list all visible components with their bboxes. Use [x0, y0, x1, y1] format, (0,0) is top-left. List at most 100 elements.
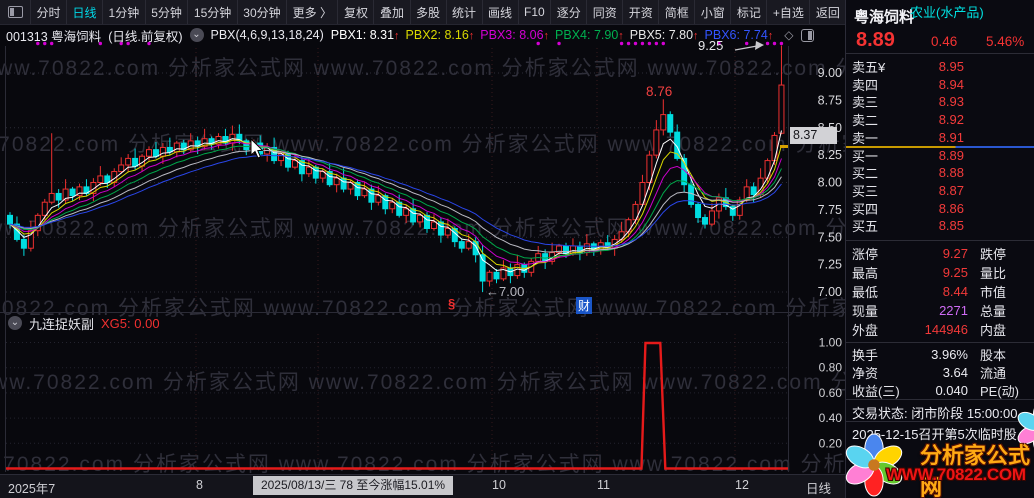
info-label: 现量 — [852, 304, 879, 319]
x-axis-label: 12 — [735, 478, 749, 492]
menu-item-+自选[interactable]: +自选 — [767, 0, 811, 24]
chevron-down-icon[interactable]: ⌄ — [8, 316, 22, 330]
last-price: 8.89 — [856, 29, 895, 51]
menu-item-复权[interactable]: 复权 — [338, 0, 375, 24]
window-layout-icon[interactable] — [0, 0, 31, 24]
info-value: 9.25 — [942, 265, 968, 280]
info-value: 144946 — [924, 322, 968, 337]
bid-row[interactable]: 买二 8.88 — [852, 164, 964, 181]
menu-item-5分钟[interactable]: 5分钟 — [146, 0, 189, 24]
menu-item-返回[interactable]: 返回 — [810, 0, 847, 24]
svg-text:8.75: 8.75 — [818, 93, 842, 107]
menu-item-30分钟[interactable]: 30分钟 — [238, 0, 288, 24]
info-label2: 流通 — [980, 366, 1007, 381]
book-price: 8.93 — [938, 94, 964, 110]
ask-row[interactable]: 卖二 8.92 — [852, 111, 964, 128]
ask-row[interactable]: 卖三 8.93 — [852, 93, 964, 110]
menu-item-1分钟[interactable]: 1分钟 — [103, 0, 146, 24]
ask-row[interactable]: 卖五¥ 8.95 — [852, 58, 964, 75]
x-axis-label: 10 — [492, 478, 506, 492]
stock-name[interactable]: 粤海饲料 — [854, 9, 915, 26]
ask-row[interactable]: 卖四 8.94 — [852, 76, 964, 93]
pbx-value: PBX5: 7.80↑ — [629, 28, 699, 42]
date-tooltip: 2025/08/13/三 78 至今涨幅15.01% — [253, 476, 453, 495]
info-row: 涨停 9.27 跌停 — [852, 245, 1030, 262]
indicator-name: PBX(4,6,9,13,18,24) — [210, 28, 324, 42]
book-label: 卖五¥ — [852, 60, 886, 75]
period-high-label: 9.25 — [698, 38, 724, 53]
chart-header: 001313 粤海饲料 (日线.前复权) ⌄ PBX(4,6,9,13,18,2… — [6, 24, 814, 46]
menu-item-叠加[interactable]: 叠加 — [374, 0, 411, 24]
pbx-value: PBX1: 8.31↑ — [330, 28, 400, 42]
pbx-value: PBX3: 8.06↑ — [480, 28, 550, 42]
period-label: 日线 — [806, 482, 832, 496]
up-arrow-icon: ↑ — [767, 30, 774, 42]
ex-dividend-marker[interactable]: § — [448, 296, 456, 311]
xg5-value: XG5: 0.00 — [101, 315, 160, 331]
chevron-down-icon[interactable]: ⌄ — [189, 28, 204, 42]
menu-item-同资[interactable]: 同资 — [587, 0, 624, 24]
bid-row[interactable]: 买一 8.89 — [852, 147, 964, 164]
info-value: 3.96% — [931, 347, 968, 362]
menu-item-日线[interactable]: 日线 — [67, 0, 104, 24]
book-price: 8.95 — [938, 59, 964, 74]
info-label2: 量比 — [980, 266, 1007, 281]
bid-row[interactable]: 买四 8.86 — [852, 200, 964, 217]
menu-item-开资[interactable]: 开资 — [623, 0, 660, 24]
menu-item-更多 〉[interactable]: 更多 〉 — [287, 0, 339, 24]
info-row: 最低 8.44 市值 — [852, 283, 1030, 300]
stock-code-name: 001313 粤海饲料 — [6, 29, 102, 44]
pbx-value: PBX2: 8.16↑ — [405, 28, 475, 42]
panel-toggle-icon[interactable] — [800, 28, 814, 42]
info-row: 收益(三) 0.040 PE(动) — [852, 382, 1030, 399]
menu-item-多股[interactable]: 多股 — [411, 0, 447, 24]
info-row: 换手 3.96% 股本 — [852, 346, 1030, 363]
book-price: 8.92 — [938, 112, 964, 128]
menu-item-简框[interactable]: 简框 — [659, 0, 696, 24]
mouse-cursor — [250, 138, 264, 159]
top-menu: 分时 日线 1分钟 5分钟 15分钟 30分钟 更多 〉复权 叠加 多股 统计 画线 F10 逐分 同资开… — [0, 0, 847, 25]
book-label: 买二 — [852, 166, 879, 182]
price-change: 0.46 — [931, 34, 958, 49]
financial-report-marker[interactable]: 财 — [576, 297, 593, 314]
x-axis-label: 11 — [597, 478, 610, 492]
site-logo-url[interactable]: WWW.70822.COM — [886, 465, 1026, 484]
info-label2: 总量 — [980, 304, 1007, 319]
svg-text:0.40: 0.40 — [819, 411, 843, 425]
ask-row[interactable]: 卖一 8.91 — [852, 129, 964, 146]
time-axis[interactable]: 2025/08/13/三 78 至今涨幅15.01% 日线 2025年7 8 10 1… — [0, 474, 846, 498]
menu-item-画线[interactable]: 画线 — [483, 0, 519, 24]
up-arrow-icon: ↑ — [394, 30, 400, 42]
info-value: 2271 — [939, 303, 968, 318]
up-arrow-icon: ↑ — [618, 30, 624, 42]
menu-item-分时[interactable]: 分时 — [31, 0, 68, 24]
info-label2: 股本 — [980, 348, 1007, 363]
book-price: 8.89 — [938, 147, 964, 163]
book-label: 卖一 — [852, 130, 879, 146]
industry-label[interactable]: 农业(水产品) — [910, 5, 984, 20]
pbx-values: PBX1: 8.31↑ PBX2: 8.16↑ PBX3: 8.06↑ PBX4: 7… — [331, 28, 778, 42]
x-axis-label: 2025年7 — [8, 482, 56, 496]
news-ticker[interactable]: 2025-12-15召开第5次临时股 — [852, 427, 1017, 442]
book-label: 卖二 — [852, 113, 879, 129]
menu-item-小窗[interactable]: 小窗 — [695, 0, 732, 24]
menu-item-逐分[interactable]: 逐分 — [551, 0, 588, 24]
menu-item-15分钟[interactable]: 15分钟 — [188, 0, 238, 24]
info-label: 收益(三) — [852, 384, 900, 399]
menu-item-F10[interactable]: F10 — [519, 0, 552, 24]
bid-row[interactable]: 买三 8.87 — [852, 182, 964, 199]
bid-row[interactable]: 买五 8.85 — [852, 217, 964, 234]
site-logo-text[interactable]: 分析家公式网 — [920, 443, 1031, 498]
diamond-icon[interactable]: ◇ — [784, 28, 794, 42]
info-label2: 内盘 — [980, 323, 1007, 338]
info-label2: PE(动) — [980, 384, 1020, 399]
menu-item-标记[interactable]: 标记 — [731, 0, 768, 24]
bid-ask-separator — [846, 146, 1034, 148]
info-row: 最高 9.25 量比 — [852, 264, 1030, 281]
trade-state: 交易状态: 闭市阶段 15:00:00 — [852, 406, 1018, 421]
period-low-label: ←7.00 — [486, 284, 525, 299]
info-label: 最低 — [852, 285, 879, 300]
sub-indicator-name: 九连捉妖副 — [29, 316, 95, 332]
menu-item-统计[interactable]: 统计 — [447, 0, 483, 24]
